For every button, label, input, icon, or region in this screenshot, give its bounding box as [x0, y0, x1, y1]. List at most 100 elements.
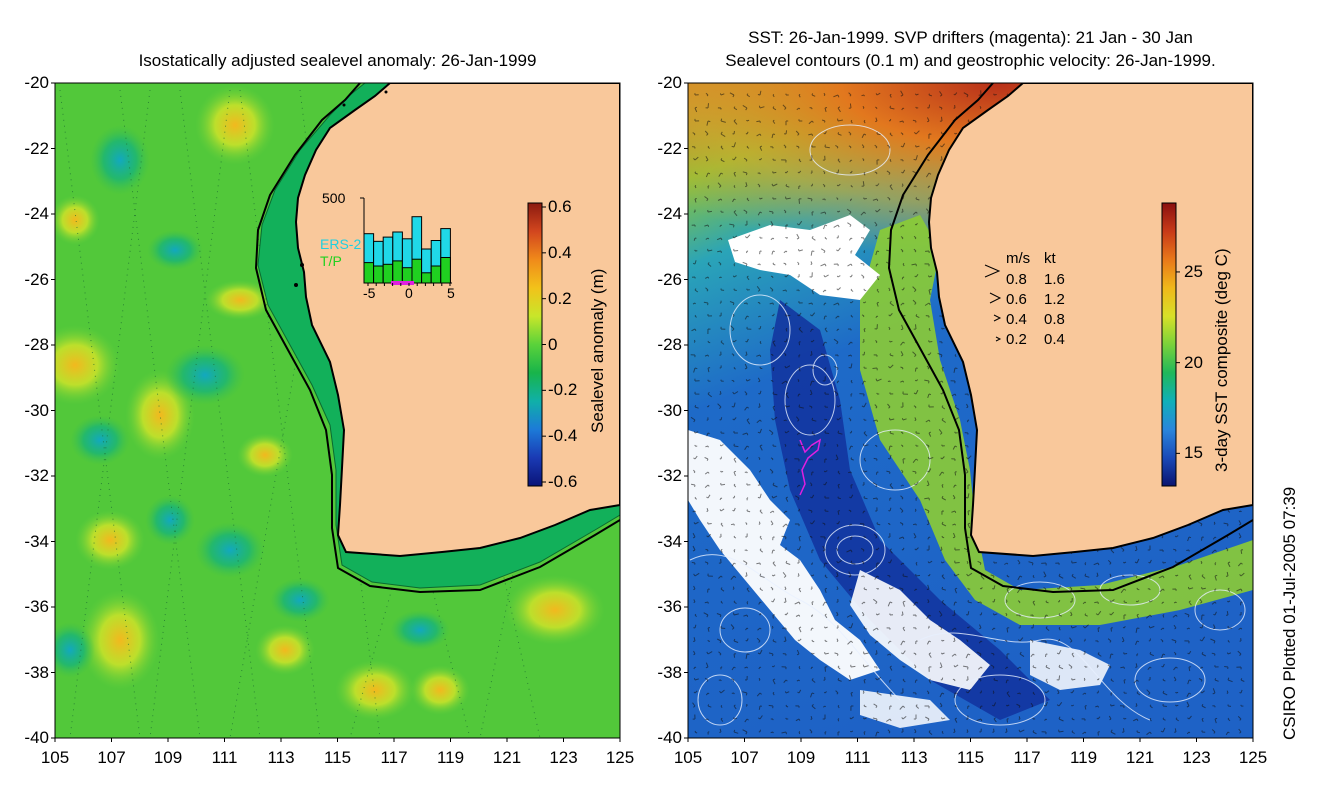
velocity-vector [1032, 600, 1036, 606]
velocity-vector [757, 276, 762, 280]
velocity-vector [1175, 574, 1179, 577]
velocity-vector [848, 571, 852, 578]
velocity-vector [782, 104, 787, 110]
velocity-vector [781, 535, 787, 540]
velocity-vector [1004, 639, 1008, 643]
velocity-vector [720, 288, 725, 291]
velocity-vector [1161, 653, 1166, 659]
velocity-vector [1187, 650, 1192, 655]
velocity-vector [733, 366, 736, 370]
velocity-vector [1158, 575, 1165, 579]
y-tick-label: -28 [657, 335, 682, 354]
velocity-vector [1006, 704, 1010, 707]
velocity-vector [953, 92, 958, 96]
velocity-vector [746, 250, 749, 254]
velocity-vector [967, 419, 970, 423]
velocity-vector [928, 327, 931, 332]
velocity-vector [1214, 665, 1219, 668]
velocity-vector [810, 692, 815, 698]
velocity-vector [1162, 717, 1166, 721]
velocity-vector [823, 170, 826, 175]
velocity-vector [704, 276, 710, 279]
velocity-vector [1227, 625, 1233, 629]
velocity-vector [953, 728, 956, 733]
velocity-vector [822, 545, 826, 552]
velocity-vector [693, 585, 696, 591]
velocity-vector [939, 662, 943, 669]
velocity-vector [820, 248, 826, 254]
velocity-vector [966, 560, 969, 564]
velocity-vector [928, 288, 932, 295]
velocity-vector [925, 146, 931, 150]
velocity-vector [1107, 638, 1112, 643]
velocity-vector [720, 666, 723, 670]
velocity-vector [758, 705, 762, 710]
velocity-vector [797, 559, 800, 564]
velocity-vector [1071, 560, 1077, 564]
velocity-vector [846, 208, 852, 215]
velocity-vector [822, 714, 826, 720]
velocity-vector [719, 365, 722, 369]
velocity-vector [863, 535, 867, 538]
velocity-vector [862, 351, 866, 356]
velocity-vector [925, 172, 932, 178]
sla-colorbar-ticks [542, 206, 546, 483]
velocity-vector [886, 170, 891, 175]
velocity-vector [927, 560, 933, 564]
velocity-vector [925, 716, 930, 722]
sst-colorbar [1161, 202, 1177, 487]
velocity-vector [1084, 705, 1087, 710]
velocity-vector [1162, 704, 1167, 707]
velocity-vector [785, 717, 789, 720]
velocity-vector [1197, 521, 1203, 527]
velocity-vector [1186, 731, 1191, 735]
sla-highs [55, 85, 605, 720]
velocity-vector [902, 600, 906, 607]
velocity-vector [758, 456, 761, 461]
velocity-vector [1110, 627, 1113, 632]
velocity-vector [888, 312, 893, 317]
velocity-vector [836, 404, 842, 408]
velocity-vector [850, 288, 854, 292]
velocity-vector [837, 132, 842, 136]
velocity-vector [1171, 639, 1177, 644]
velocity-vector [1239, 638, 1242, 642]
velocity-vector [707, 522, 712, 525]
velocity-vector [836, 521, 840, 525]
velocity-vector [717, 250, 722, 254]
velocity-vector [966, 639, 969, 643]
velocity-vector [704, 561, 709, 565]
velocity-vector [691, 224, 696, 227]
velocity-vector [733, 653, 736, 658]
velocity-vector [912, 119, 917, 123]
velocity-vector [888, 364, 894, 369]
velocity-vector [952, 523, 956, 526]
x-tick-label: 117 [1013, 748, 1041, 767]
velocity-vector [733, 431, 738, 434]
velocity-vector [692, 702, 696, 708]
velocity-vector [901, 469, 904, 474]
velocity-vector [743, 614, 749, 617]
velocity-vector [1109, 573, 1112, 577]
velocity-vector [771, 625, 774, 629]
velocity-vector [717, 198, 723, 201]
velocity-vector [848, 417, 852, 422]
y-tick-label: -22 [24, 138, 49, 158]
velocity-vector [796, 220, 803, 226]
x-tick-label: 105 [40, 748, 70, 767]
velocity-vector [1239, 572, 1245, 577]
velocity-vector [1082, 692, 1087, 695]
velocity-vector [1236, 666, 1242, 670]
velocity-vector [899, 507, 904, 513]
velocity-vector [1123, 679, 1126, 684]
velocity-vector [744, 315, 749, 320]
velocity-vector [694, 378, 700, 382]
velocity-vector [1030, 639, 1034, 643]
velocity-vector [861, 133, 867, 139]
velocity-vector [1227, 587, 1231, 593]
velocity-vector [862, 510, 866, 514]
velocity-vector [1041, 562, 1047, 566]
velocity-vector [1084, 562, 1087, 566]
velocity-vector [1043, 701, 1048, 707]
velocity-vector [693, 650, 696, 656]
